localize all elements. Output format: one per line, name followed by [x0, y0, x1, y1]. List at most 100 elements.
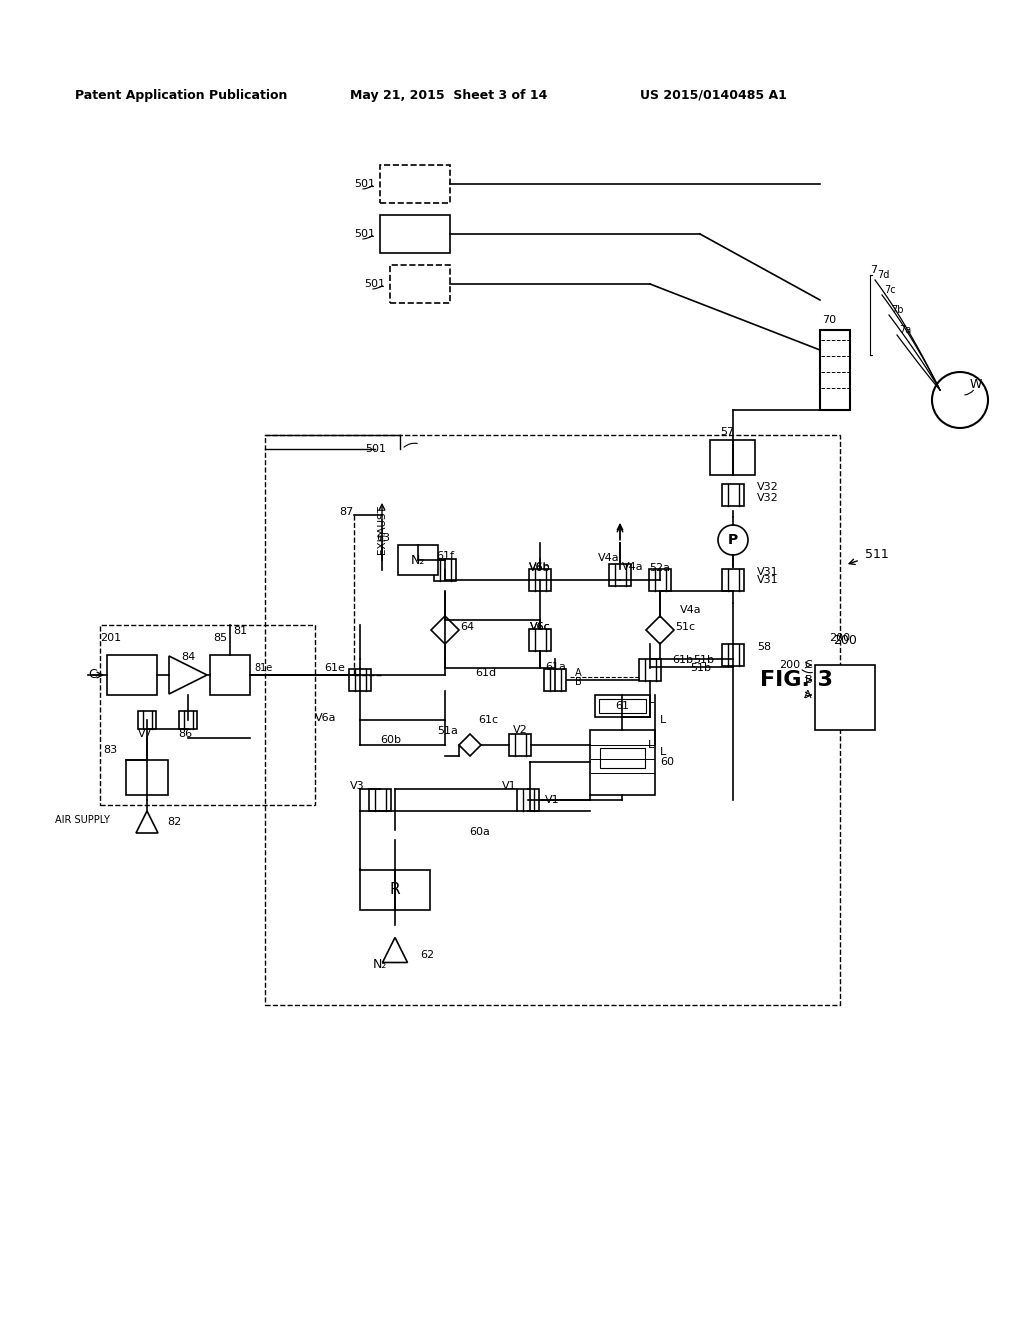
Text: 61c: 61c	[478, 715, 498, 725]
Text: 57: 57	[720, 426, 734, 437]
Text: 85: 85	[213, 634, 227, 643]
Bar	[529, 630, 551, 651]
Polygon shape	[169, 656, 207, 694]
Text: 81: 81	[233, 626, 247, 636]
Bar	[722, 569, 744, 591]
Text: Patent Application Publication: Patent Application Publication	[75, 88, 288, 102]
Text: 62: 62	[420, 950, 434, 960]
Text: V6b: V6b	[529, 562, 551, 572]
Text: May 21, 2015  Sheet 3 of 14: May 21, 2015 Sheet 3 of 14	[350, 88, 548, 102]
Bar	[710, 440, 755, 475]
Bar	[380, 215, 450, 253]
Text: 86: 86	[178, 729, 193, 739]
Bar	[360, 870, 430, 909]
Text: R: R	[390, 883, 400, 898]
Bar	[722, 484, 744, 506]
Text: V6b: V6b	[529, 564, 551, 573]
Text: V31: V31	[757, 568, 778, 577]
Text: A: A	[805, 690, 812, 700]
Bar	[138, 711, 156, 729]
Text: FIG. 3: FIG. 3	[760, 671, 833, 690]
Bar	[100, 624, 315, 805]
Bar	[517, 789, 539, 810]
Text: C: C	[88, 668, 96, 681]
Bar	[509, 734, 531, 756]
Text: 87: 87	[340, 507, 354, 517]
Text: V6a: V6a	[315, 713, 337, 723]
Circle shape	[718, 525, 748, 554]
Text: V31: V31	[757, 576, 778, 585]
Bar	[265, 436, 840, 1005]
Bar	[529, 569, 551, 591]
Bar	[544, 669, 566, 690]
Bar	[210, 655, 250, 696]
Text: 51c: 51c	[675, 622, 695, 632]
Text: V1: V1	[545, 795, 560, 805]
Text: L: L	[660, 747, 667, 756]
Text: 60b: 60b	[380, 735, 401, 744]
Bar	[649, 569, 671, 591]
Text: V6c: V6c	[529, 622, 550, 632]
Text: V4a: V4a	[680, 605, 701, 615]
Text: V32: V32	[757, 492, 778, 503]
Polygon shape	[459, 734, 481, 756]
Text: AIR SUPPLY: AIR SUPPLY	[55, 814, 110, 825]
Text: L: L	[648, 741, 654, 750]
Bar	[398, 545, 438, 576]
Polygon shape	[136, 810, 158, 833]
Text: 51b: 51b	[690, 663, 711, 673]
Bar	[369, 789, 391, 810]
Bar	[590, 730, 655, 795]
Text: 61: 61	[615, 701, 629, 711]
Bar	[106, 655, 157, 696]
Text: 511: 511	[865, 549, 889, 561]
Text: P: P	[728, 533, 738, 546]
Text: V2: V2	[513, 725, 527, 735]
Text: C: C	[804, 660, 812, 671]
Text: 83: 83	[102, 744, 117, 755]
Text: B: B	[575, 677, 582, 686]
Text: US 2015/0140485 A1: US 2015/0140485 A1	[640, 88, 786, 102]
Text: 61e: 61e	[325, 663, 345, 673]
Text: B: B	[805, 675, 812, 685]
Bar	[609, 564, 631, 586]
Bar	[390, 265, 450, 304]
Text: V4a: V4a	[622, 562, 644, 572]
Text: 64: 64	[460, 622, 474, 632]
Text: 70: 70	[822, 315, 837, 325]
Text: 60a: 60a	[470, 828, 490, 837]
Bar	[595, 696, 650, 717]
Text: EXHAUST: EXHAUST	[377, 506, 387, 554]
Bar	[126, 760, 168, 795]
Bar	[639, 659, 662, 681]
Text: W: W	[970, 379, 982, 392]
Text: 501: 501	[364, 279, 385, 289]
Text: 501: 501	[354, 180, 375, 189]
Text: 501: 501	[365, 444, 386, 454]
Text: 200: 200	[829, 634, 851, 643]
Text: 52a: 52a	[649, 564, 671, 573]
Text: 7d: 7d	[877, 271, 890, 280]
Text: V1: V1	[503, 781, 517, 791]
Text: V7: V7	[138, 729, 153, 739]
Text: 60: 60	[660, 756, 674, 767]
Bar	[349, 669, 371, 690]
Bar	[179, 711, 197, 729]
Text: 7: 7	[870, 265, 878, 275]
Bar	[722, 644, 744, 667]
Text: V32: V32	[757, 482, 778, 492]
Bar	[599, 700, 646, 713]
Text: 51a: 51a	[437, 726, 458, 737]
Bar	[434, 558, 456, 581]
Text: N₂: N₂	[411, 553, 425, 566]
Text: V6c: V6c	[529, 622, 550, 632]
Text: 81e: 81e	[254, 663, 272, 673]
Text: 61d: 61d	[475, 668, 496, 678]
Text: 61a: 61a	[545, 663, 566, 672]
Text: 201: 201	[100, 634, 121, 643]
Text: L: L	[660, 715, 667, 725]
Text: 58: 58	[757, 642, 771, 652]
Bar	[600, 748, 645, 768]
Text: N₂: N₂	[373, 958, 387, 972]
Text: V3: V3	[350, 781, 365, 791]
